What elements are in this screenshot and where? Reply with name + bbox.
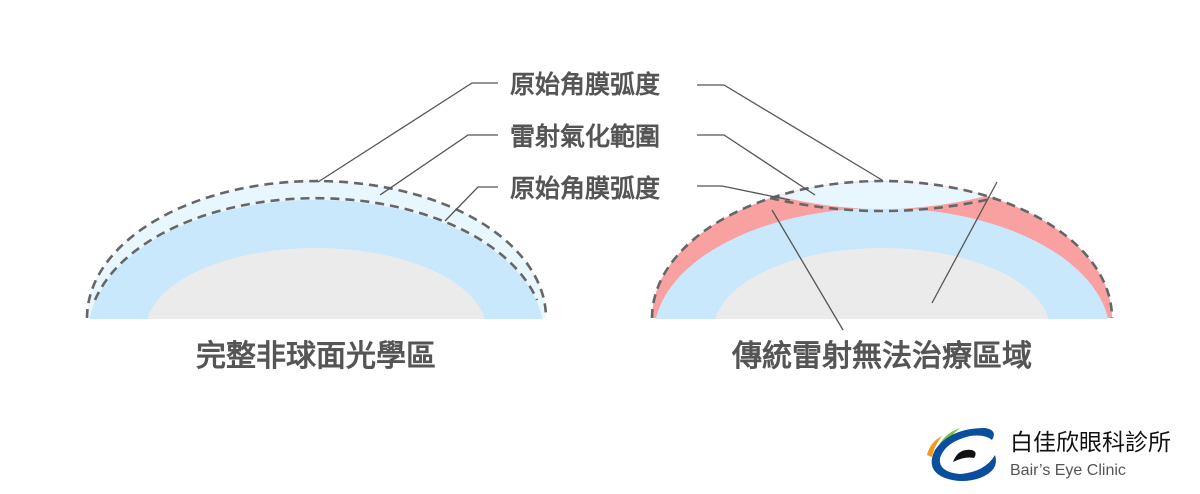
logo-blue-swoosh <box>931 428 996 481</box>
right-cornea <box>650 179 1114 319</box>
logo-name-zh: 白佳欣眼科診所 <box>1010 430 1171 456</box>
logo-name-en: Bair’s Eye Clinic <box>1010 462 1126 479</box>
ablation-lens <box>778 181 986 209</box>
left-caption: 完整非球面光學區 <box>196 339 436 374</box>
original-curvature-dashed <box>650 179 1114 319</box>
cornea-layer <box>89 200 543 319</box>
clinic-logo: 白佳欣眼科診所 Bair’s Eye Clinic <box>927 428 1171 481</box>
left-cornea <box>85 179 548 319</box>
inner-region <box>147 248 485 319</box>
inner-region <box>715 248 1049 319</box>
label-original-curvature-top: 原始角膜弧度 <box>510 70 660 99</box>
post-ablation-dashed <box>93 196 539 301</box>
label-original-curvature-bottom: 原始角膜弧度 <box>510 174 660 203</box>
logo-orange-swoosh <box>927 436 942 457</box>
right-caption: 傳統雷射無法治療區域 <box>731 339 1032 374</box>
label-laser-ablation-area: 雷射氣化範圍 <box>510 122 660 151</box>
cornea-layer <box>655 208 1109 319</box>
ablation-bottom-dashed <box>769 196 996 213</box>
leader-lines <box>317 82 998 331</box>
logo-eye <box>953 449 976 462</box>
original-curvature-dashed <box>85 179 548 319</box>
